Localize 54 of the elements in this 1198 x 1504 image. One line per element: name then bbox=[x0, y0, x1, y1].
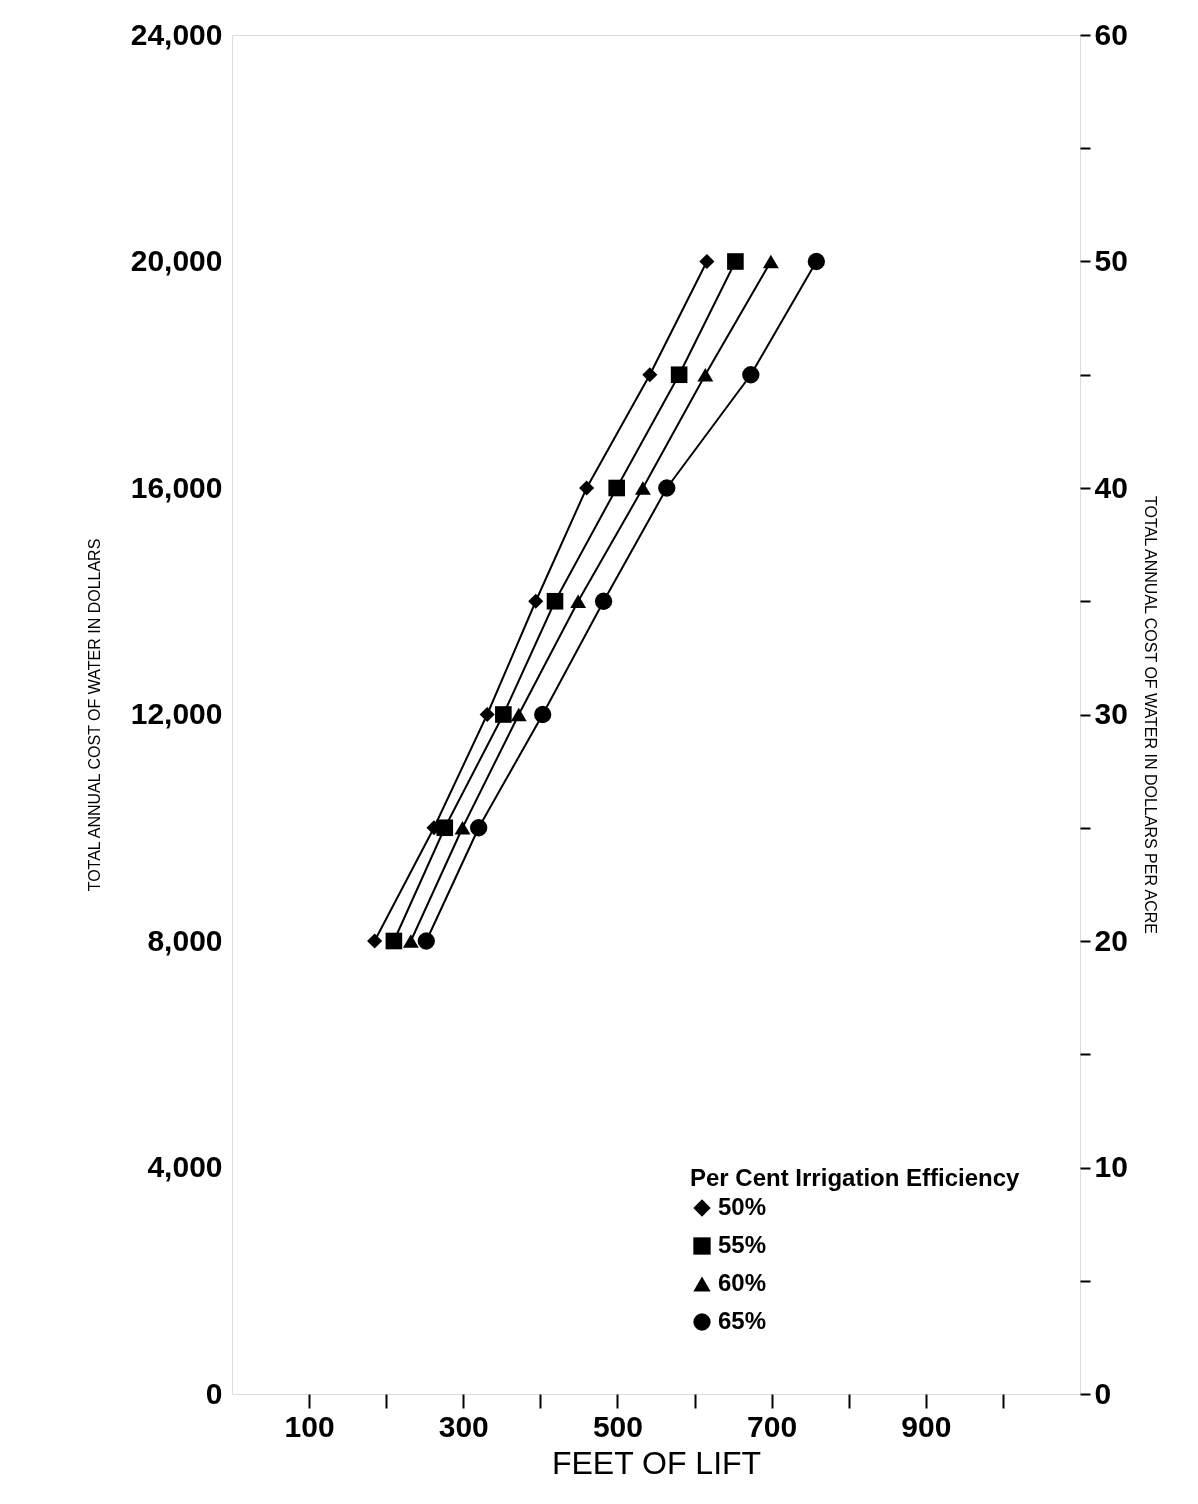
point bbox=[528, 593, 544, 609]
y2-tick-label: 60 bbox=[1094, 17, 1128, 51]
point bbox=[579, 480, 595, 496]
point bbox=[642, 367, 658, 383]
x-axis-title: FEET OF LIFT bbox=[551, 1444, 762, 1481]
y-tick-label: 16,000 bbox=[130, 470, 223, 504]
point bbox=[402, 934, 419, 948]
point bbox=[534, 705, 552, 724]
point bbox=[634, 481, 651, 495]
point bbox=[658, 479, 676, 497]
point bbox=[417, 932, 435, 950]
x-tick-label: 900 bbox=[901, 1409, 952, 1443]
y2-tick-label: 0 bbox=[1094, 1376, 1112, 1410]
legend-label: 65% bbox=[718, 1307, 767, 1334]
y-tick-label: 24,000 bbox=[130, 17, 223, 51]
point bbox=[594, 592, 613, 610]
y2-tick-label: 10 bbox=[1094, 1150, 1128, 1183]
y2-tick-label: 30 bbox=[1094, 697, 1128, 730]
y-tick-label: 20,000 bbox=[130, 244, 223, 277]
y-axis-title: TOTAL ANNUAL COST OF WATER IN DOLLARS bbox=[85, 538, 103, 892]
point bbox=[762, 254, 779, 269]
point bbox=[608, 479, 625, 497]
y2-tick-label: 40 bbox=[1094, 470, 1128, 504]
point bbox=[742, 366, 760, 384]
y-tick-label: 0 bbox=[205, 1376, 223, 1410]
point bbox=[510, 707, 527, 722]
y-tick-label: 4,000 bbox=[147, 1150, 223, 1183]
point bbox=[546, 592, 564, 610]
point bbox=[436, 819, 454, 837]
point bbox=[367, 933, 383, 949]
legend-title: Per Cent Irrigation Efficiency bbox=[690, 1164, 1021, 1191]
y2-tick-label: 50 bbox=[1094, 244, 1128, 277]
point bbox=[670, 366, 688, 384]
point bbox=[454, 820, 471, 835]
point bbox=[727, 253, 744, 270]
legend-label: 55% bbox=[718, 1231, 767, 1258]
legend-label: 50% bbox=[718, 1193, 767, 1220]
y-tick-label: 8,000 bbox=[147, 923, 223, 957]
point bbox=[699, 253, 715, 270]
point bbox=[495, 706, 512, 723]
x-tick-label: 500 bbox=[592, 1409, 643, 1443]
point bbox=[807, 252, 826, 271]
y2-axis-title: TOTAL ANNUAL COST OF WATER IN DOLLARS PER ACRE bbox=[1141, 495, 1159, 935]
y2-tick-label: 20 bbox=[1094, 923, 1128, 957]
x-tick-label: 300 bbox=[438, 1409, 489, 1443]
legend-label: 60% bbox=[718, 1269, 767, 1296]
point bbox=[479, 706, 495, 723]
x-tick-label: 700 bbox=[747, 1409, 798, 1443]
point bbox=[470, 819, 488, 837]
point bbox=[385, 932, 403, 950]
point bbox=[570, 594, 587, 609]
y-tick-label: 12,000 bbox=[130, 697, 223, 730]
x-tick-label: 100 bbox=[284, 1409, 335, 1443]
point bbox=[697, 367, 714, 382]
